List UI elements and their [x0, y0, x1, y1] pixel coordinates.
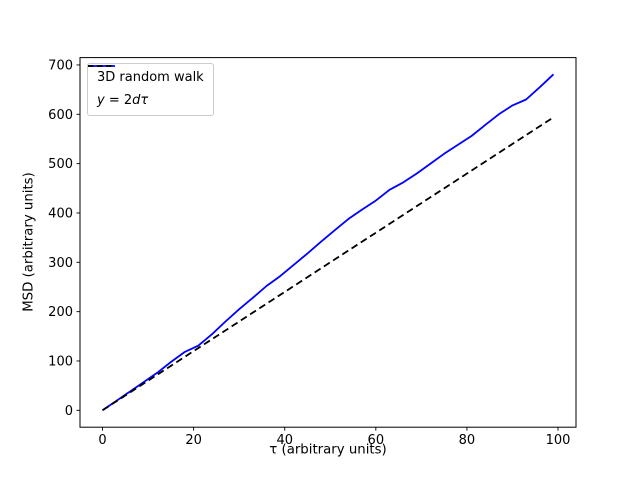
y-tick-label: 700 [48, 58, 73, 73]
y-tick-label: 100 [48, 354, 73, 369]
y-tick-label: 400 [48, 206, 73, 221]
y-axis-label: MSD (arbitrary units) [21, 172, 37, 312]
series-line-dashed [102, 116, 554, 412]
x-tick-label: 60 [368, 433, 385, 448]
x-tick-label: 40 [276, 433, 293, 448]
legend-item-theory: y = 2dτ [88, 65, 204, 109]
legend-line-sample-dashed [88, 65, 115, 67]
y-tick-label: 0 [65, 404, 73, 419]
legend-label-theory: y = 2dτ [97, 93, 149, 108]
x-tick-label: 20 [185, 433, 202, 448]
x-tick-label: 0 [98, 433, 106, 448]
series-line-solid [101, 73, 555, 412]
axes-frame [79, 57, 577, 428]
y-tick-label: 200 [48, 305, 73, 320]
x-tick-label: 80 [459, 433, 476, 448]
y-tick-label: 500 [48, 157, 73, 172]
y-tick-label: 600 [48, 108, 73, 123]
legend: 3D random walk y = 2dτ [87, 63, 214, 116]
x-axis-label: τ (arbitrary units) [269, 442, 387, 458]
x-tick-label: 100 [546, 433, 571, 448]
legend-item-random-walk: 3D random walk [88, 65, 204, 86]
y-tick-label: 300 [48, 256, 73, 271]
legend-label-random-walk: 3D random walk [97, 70, 204, 85]
